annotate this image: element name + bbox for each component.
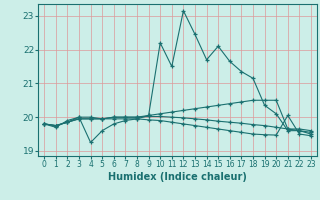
X-axis label: Humidex (Indice chaleur): Humidex (Indice chaleur) [108, 172, 247, 182]
